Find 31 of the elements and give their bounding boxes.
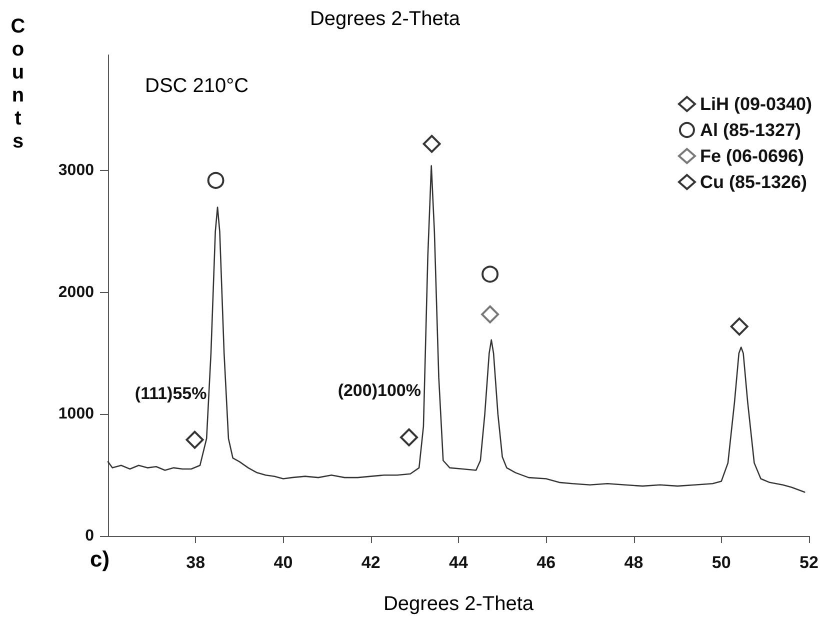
point	[730, 318, 748, 336]
line-series	[107, 165, 806, 493]
y-axis-title: Counts	[10, 16, 26, 152]
legend-label: LiH (09-0340)	[700, 94, 812, 114]
legend-label: Fe (06-0696)	[700, 146, 804, 166]
y-tick-label: 1000	[58, 406, 94, 423]
annotation: (200)100%	[338, 381, 421, 400]
point	[422, 134, 441, 153]
y-tick-label: 0	[85, 528, 94, 544]
x-tick-label: 44	[449, 553, 468, 572]
legend-label: Al (85-1327)	[700, 120, 802, 140]
text: c)	[90, 546, 110, 572]
x-tick-label: 38	[186, 553, 206, 572]
point	[186, 430, 204, 449]
x-axis-title: Degrees 2-Theta	[383, 593, 534, 615]
y-tick-label: 2000	[58, 284, 94, 301]
x-tick-label: 48	[624, 553, 644, 572]
x-tick-label: 50	[712, 553, 731, 572]
legend-label: Cu (85-1326)	[700, 172, 808, 192]
point	[207, 172, 224, 189]
annotation: DSC 210°C	[145, 75, 249, 97]
x-tick-label: 40	[274, 553, 293, 572]
y-tick-label: 3000	[58, 162, 94, 180]
x-tick-label: 46	[536, 553, 556, 572]
point	[400, 428, 418, 446]
annotation: (111)55%	[134, 384, 207, 403]
x-tick-label: 42	[361, 553, 380, 572]
chart-title: Degrees 2-Theta	[310, 8, 461, 30]
point	[481, 305, 500, 324]
point	[482, 266, 499, 283]
x-tick-label: 52	[800, 553, 818, 572]
